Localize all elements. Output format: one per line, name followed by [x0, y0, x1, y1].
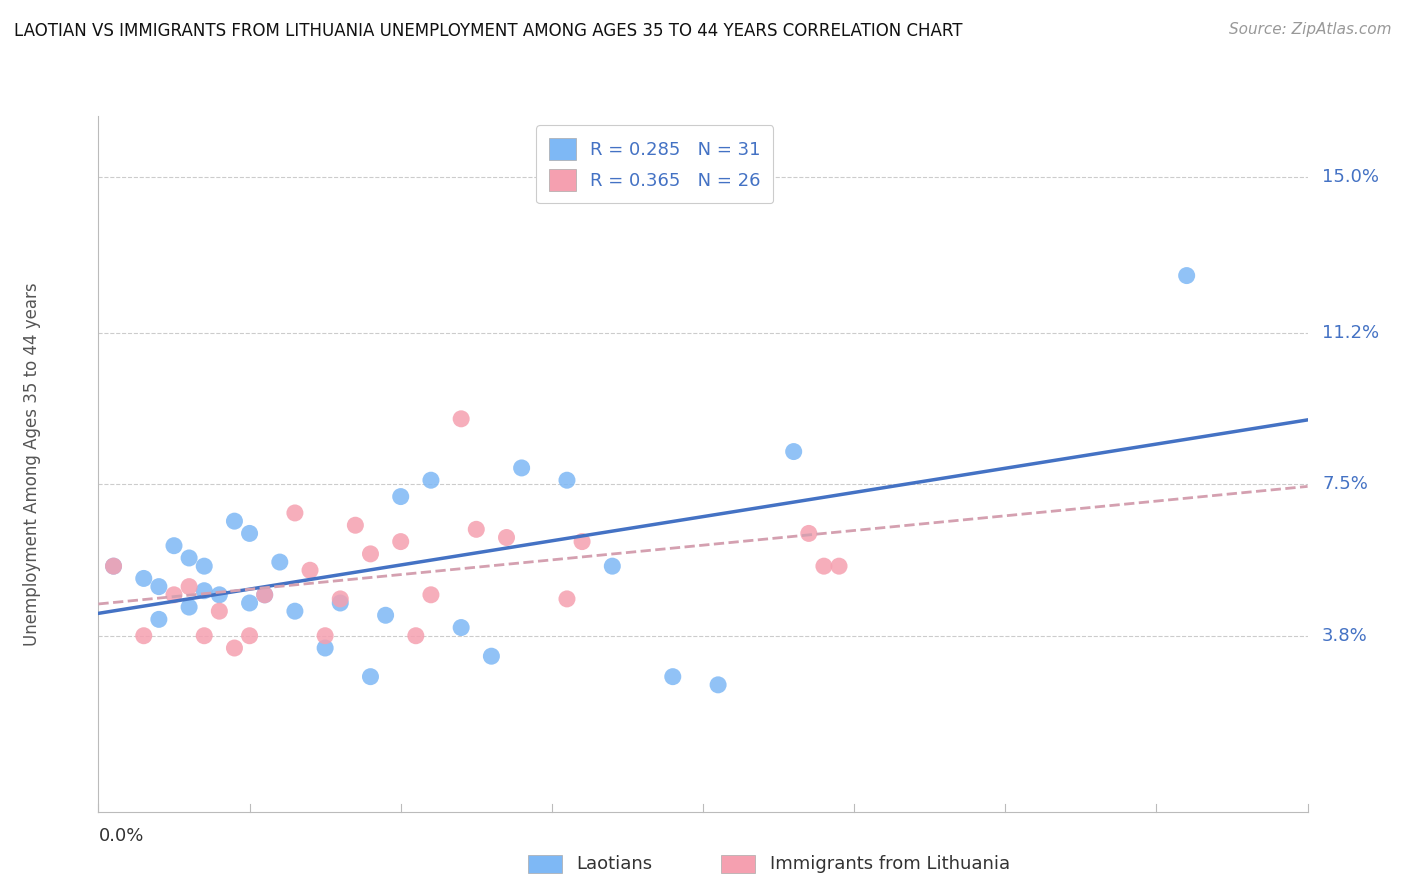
Text: 11.2%: 11.2%: [1322, 324, 1379, 342]
Point: [239, 629, 262, 643]
Point: [405, 629, 427, 643]
Point: [299, 563, 322, 577]
Point: [374, 608, 396, 623]
Point: [479, 649, 503, 664]
Text: 7.5%: 7.5%: [1322, 475, 1368, 493]
Point: [148, 580, 170, 594]
Point: [571, 534, 593, 549]
Point: [813, 559, 835, 574]
Point: [224, 640, 246, 655]
Point: [132, 629, 155, 643]
Point: [314, 629, 336, 643]
Point: [253, 588, 276, 602]
Point: [163, 539, 186, 553]
Text: Immigrants from Lithuania: Immigrants from Lithuania: [769, 855, 1010, 873]
Point: [314, 640, 336, 655]
Point: [269, 555, 291, 569]
Point: [389, 490, 412, 504]
Point: [208, 604, 231, 618]
Legend: R = 0.285   N = 31, R = 0.365   N = 26: R = 0.285 N = 31, R = 0.365 N = 26: [536, 125, 773, 203]
Point: [253, 588, 276, 602]
Point: [163, 588, 186, 602]
Text: Laotians: Laotians: [576, 855, 652, 873]
Point: [224, 514, 246, 528]
Point: [465, 522, 488, 536]
Point: [359, 670, 381, 684]
Point: [555, 591, 578, 606]
Point: [797, 526, 820, 541]
Point: [555, 473, 578, 487]
Text: Unemployment Among Ages 35 to 44 years: Unemployment Among Ages 35 to 44 years: [22, 282, 41, 646]
Point: [510, 461, 533, 475]
Text: 0.0%: 0.0%: [98, 827, 143, 845]
Point: [239, 596, 262, 610]
Point: [193, 559, 215, 574]
Point: [179, 600, 201, 615]
Point: [419, 588, 441, 602]
Text: 3.8%: 3.8%: [1322, 627, 1368, 645]
Point: [148, 612, 170, 626]
Text: 15.0%: 15.0%: [1322, 169, 1379, 186]
Point: [132, 571, 155, 585]
Point: [179, 580, 201, 594]
Bar: [721, 855, 755, 873]
Point: [450, 621, 472, 635]
Point: [103, 559, 125, 574]
Point: [329, 591, 352, 606]
Point: [284, 604, 307, 618]
Point: [239, 526, 262, 541]
Point: [1175, 268, 1198, 283]
Point: [359, 547, 381, 561]
Point: [208, 588, 231, 602]
Point: [782, 444, 804, 458]
Point: [344, 518, 367, 533]
Point: [389, 534, 412, 549]
Point: [661, 670, 683, 684]
Bar: [527, 855, 561, 873]
Point: [193, 583, 215, 598]
Point: [707, 678, 730, 692]
Text: LAOTIAN VS IMMIGRANTS FROM LITHUANIA UNEMPLOYMENT AMONG AGES 35 TO 44 YEARS CORR: LAOTIAN VS IMMIGRANTS FROM LITHUANIA UNE…: [14, 22, 963, 40]
Point: [450, 412, 472, 426]
Text: Source: ZipAtlas.com: Source: ZipAtlas.com: [1229, 22, 1392, 37]
Point: [284, 506, 307, 520]
Point: [329, 596, 352, 610]
Point: [103, 559, 125, 574]
Point: [495, 531, 517, 545]
Point: [193, 629, 215, 643]
Point: [179, 551, 201, 566]
Point: [419, 473, 441, 487]
Point: [828, 559, 851, 574]
Point: [602, 559, 624, 574]
